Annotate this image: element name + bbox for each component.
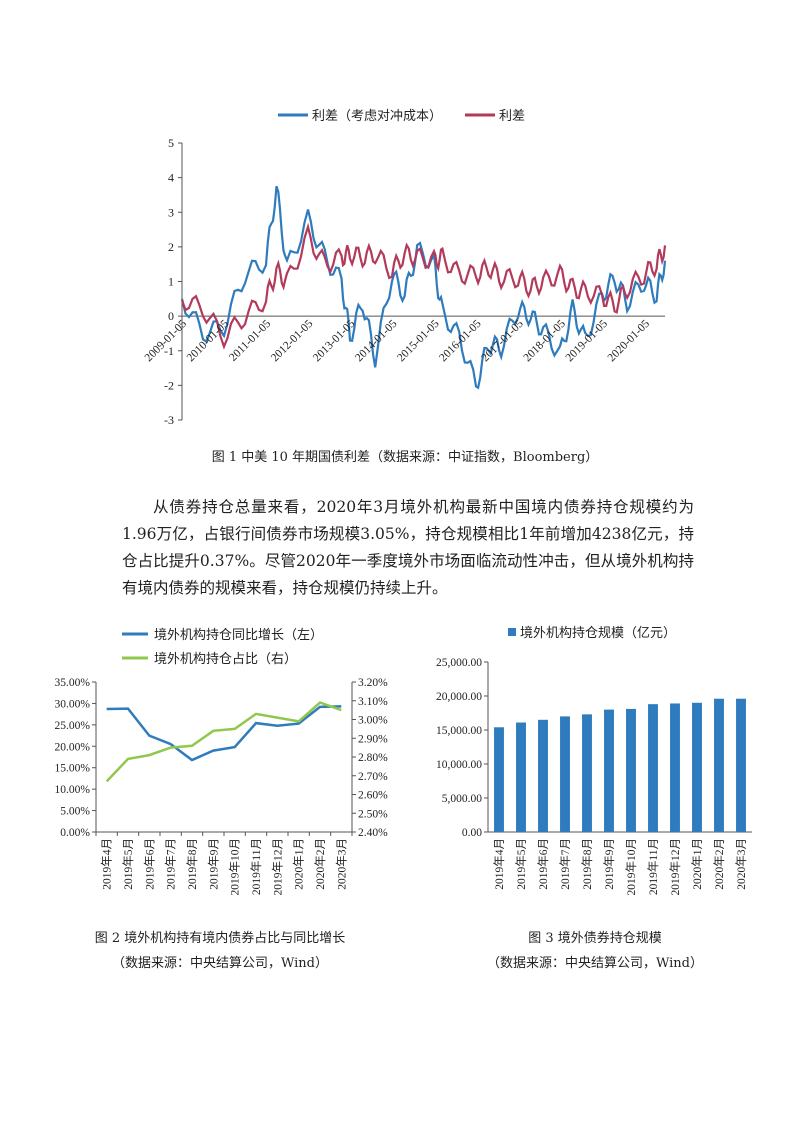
y-tick-label: 15,000.00 <box>436 725 482 737</box>
x-tick-label: 2020年3月 <box>734 838 748 890</box>
legend-label-0: 利差（考虑对冲成本） <box>312 108 442 123</box>
x-tick-label: 2019年7月 <box>558 838 572 890</box>
right-tick-label: 2.90% <box>358 733 388 745</box>
left-tick-label: 25.00% <box>55 720 91 732</box>
x-tick-label: 2019年5月 <box>514 838 528 890</box>
holdings-scale-bar-chart: 境外机构持仓规模（亿元） 25,000.00 20,000.00 15,000.00 1… <box>436 625 752 896</box>
bar <box>516 722 526 832</box>
left-tick-label: 10.00% <box>55 784 91 796</box>
x-tick-label: 2012-01-05 <box>269 318 316 365</box>
y-tick-label: 1 <box>168 275 174 289</box>
y-tick-label: -1 <box>164 344 174 358</box>
x-tick-label: 2020年2月 <box>712 838 726 890</box>
x-tick-label: 2019年4月 <box>492 838 506 890</box>
figure2-source: （数据来源：中央结算公司，Wind） <box>112 956 328 971</box>
right-tick-label: 3.20% <box>358 677 388 689</box>
bar <box>538 719 548 832</box>
x-tick-label: 2010-01-05 <box>185 318 232 365</box>
x-tick-label: 2015-01-05 <box>395 318 442 365</box>
spread-line-chart: 利差（考虑对冲成本） 利差543210-1-2-32009-01-052010-0… <box>143 108 667 427</box>
x-tick-label: 2019年10月 <box>228 838 242 896</box>
bar <box>692 702 702 832</box>
legend-swatch <box>508 628 516 636</box>
figure1-caption: 图 1 中美 10 年期国债利差（数据来源：中证指数，Bloomberg） <box>211 450 599 465</box>
right-tick-label: 3.00% <box>358 715 388 727</box>
x-tick-label: 2019年6月 <box>142 838 156 890</box>
y-tick-label: 0 <box>168 309 174 323</box>
x-tick-label: 2019年12月 <box>668 838 682 896</box>
left-tick-label: 5.00% <box>60 806 90 818</box>
bar <box>494 727 504 832</box>
x-tick-label: 2019年11月 <box>646 838 660 895</box>
left-tick-label: 0.00% <box>60 827 90 839</box>
bar <box>582 714 592 832</box>
x-tick-label: 2019年8月 <box>580 838 594 890</box>
legend-label-0: 境外机构持仓同比增长（左） <box>154 627 323 642</box>
legend-label-1: 利差 <box>499 108 525 123</box>
bar <box>714 698 724 832</box>
right-tick-label: 2.40% <box>358 827 388 839</box>
x-tick-label: 2019年6月 <box>536 838 550 890</box>
left-tick-label: 20.00% <box>55 741 91 753</box>
y-tick-label: -3 <box>164 413 174 427</box>
y-tick-label: 5 <box>168 136 174 150</box>
x-tick-label: 2019年8月 <box>185 838 199 890</box>
figure3-caption: 图 3 境外债券持仓规模 <box>528 931 662 946</box>
x-tick-label: 2016-01-05 <box>437 318 484 365</box>
right-tick-label: 2.70% <box>358 771 388 783</box>
bar <box>736 698 746 832</box>
holdings-ratio-growth-chart: 境外机构持仓同比增长（左） 境外机构持仓占比（右） 35.00% 30.00% 25.0… <box>55 627 389 896</box>
paragraph-text: 从债券持仓总量来看，2020年3月境外机构最新中国境内债券持仓规模约为1.96万… <box>122 498 694 597</box>
bar <box>560 716 570 832</box>
right-tick-label: 2.60% <box>358 790 388 802</box>
y-tick-label: 25,000.00 <box>436 657 482 669</box>
left-tick-label: 15.00% <box>55 763 91 775</box>
figure3-source: （数据来源：中央结算公司，Wind） <box>487 956 703 971</box>
x-tick-label: 2019年12月 <box>270 838 284 896</box>
figure2-caption: 图 2 境外机构持有境内债券占比与同比增长 <box>94 931 346 946</box>
x-tick-label: 2019年5月 <box>121 838 135 890</box>
right-tick-label: 2.80% <box>358 752 388 764</box>
x-tick-label: 2017-01-05 <box>479 318 526 365</box>
y-tick-label: 10,000.00 <box>436 759 482 771</box>
left-tick-label: 35.00% <box>55 677 91 689</box>
series-line-0 <box>180 185 667 390</box>
bar <box>648 704 658 832</box>
series-line-1 <box>180 222 667 350</box>
legend-label-1: 境外机构持仓占比（右） <box>154 651 297 666</box>
x-tick-label: 2019年10月 <box>624 838 638 896</box>
x-tick-label: 2019-01-05 <box>564 318 611 365</box>
right-tick-label: 2.50% <box>358 808 388 820</box>
left-tick-label: 30.00% <box>55 698 91 710</box>
x-tick-label: 2020年3月 <box>334 838 348 890</box>
x-tick-label: 2019年4月 <box>100 838 114 890</box>
y-tick-label: 5,000.00 <box>442 793 483 805</box>
series-line-1 <box>105 701 342 783</box>
y-tick-label: 0.00 <box>462 827 482 839</box>
y-tick-label: 2 <box>168 240 174 254</box>
series-line-0 <box>106 705 342 762</box>
y-tick-label: 4 <box>168 171 174 185</box>
x-tick-label: 2019年9月 <box>602 838 616 890</box>
x-tick-label: 2019年7月 <box>164 838 178 890</box>
x-tick-label: 2020年1月 <box>292 838 306 890</box>
x-tick-label: 2019年9月 <box>206 838 220 890</box>
y-tick-label: 3 <box>168 205 174 219</box>
y-tick-label: 20,000.00 <box>436 691 482 703</box>
y-tick-label: -2 <box>164 378 174 392</box>
right-tick-label: 3.10% <box>358 696 388 708</box>
bar <box>670 703 680 832</box>
x-tick-label: 2020年2月 <box>313 838 327 890</box>
x-tick-label: 2011-01-05 <box>227 318 273 364</box>
body-paragraph: 从债券持仓总量来看，2020年3月境外机构最新中国境内债券持仓规模约为1.96万… <box>122 494 694 602</box>
bar <box>626 708 636 832</box>
bar <box>604 709 614 832</box>
x-tick-label: 2020-01-05 <box>606 318 653 365</box>
x-tick-label: 2019年11月 <box>249 838 263 895</box>
legend-label: 境外机构持仓规模（亿元） <box>520 625 676 640</box>
x-tick-label: 2020年1月 <box>690 838 704 890</box>
